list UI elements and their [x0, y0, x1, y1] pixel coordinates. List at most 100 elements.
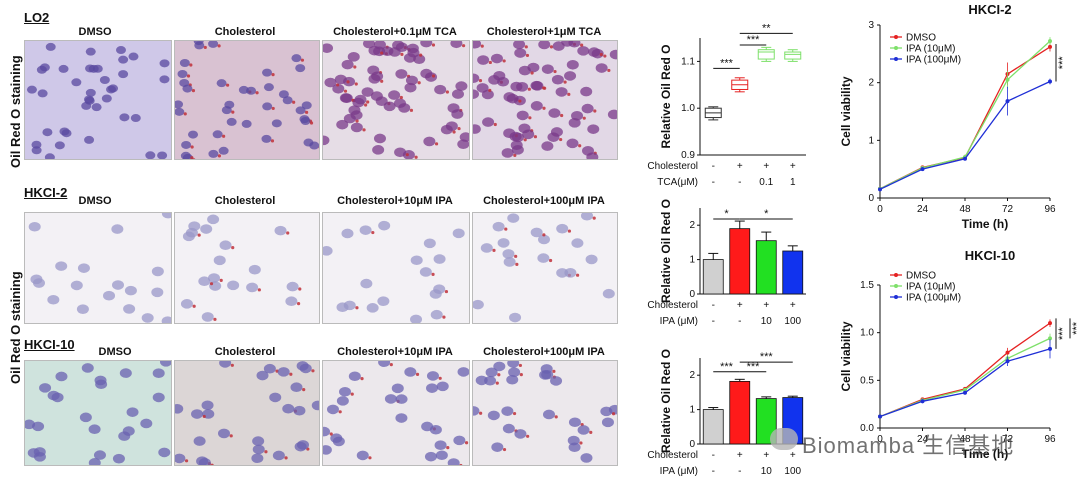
micrograph-image: [24, 360, 172, 466]
staining-label-hkc: Oil Red O staining: [8, 271, 23, 384]
nucleus: [507, 213, 520, 223]
nucleus: [152, 368, 165, 378]
bar: [702, 409, 724, 445]
nucleus: [91, 103, 102, 112]
nucleus: [368, 45, 381, 56]
lipid-droplet: [318, 146, 319, 149]
lipid-droplet: [554, 415, 558, 419]
x-tick-label: 72: [1002, 204, 1014, 215]
nucleus: [81, 101, 92, 110]
lipid-droplet: [231, 246, 235, 250]
nucleus: [42, 128, 53, 137]
nucleus: [246, 86, 257, 95]
lipid-droplet: [189, 63, 193, 67]
lipid-droplet: [502, 59, 506, 63]
col-title: Cholesterol: [214, 346, 276, 358]
lipid-droplet: [202, 414, 206, 419]
nucleus: [410, 314, 423, 323]
nucleus: [119, 113, 130, 122]
col-title: DMSO: [98, 346, 132, 358]
nucleus: [271, 119, 282, 128]
lipid-droplet: [438, 376, 442, 380]
nucleus: [473, 299, 484, 310]
lipid-droplet: [502, 447, 507, 452]
x-tick-label: 0: [877, 434, 883, 445]
nucleus: [26, 85, 37, 94]
nucleus: [81, 363, 94, 373]
sig-marker: ***: [1071, 321, 1080, 335]
data-point: [878, 187, 882, 192]
nucleus: [274, 225, 287, 236]
cell-line-lo2: LO2: [24, 10, 50, 25]
micrograph-image: [174, 360, 320, 466]
nucleus: [541, 141, 554, 151]
nucleus: [530, 80, 543, 91]
nucleus: [180, 151, 191, 159]
lipid-droplet: [362, 128, 366, 132]
nucleus: [451, 109, 464, 119]
nucleus: [384, 394, 397, 404]
nucleus: [39, 383, 52, 393]
y-axis-label: Cell viability: [839, 321, 853, 391]
nucleus: [115, 46, 126, 55]
nucleus: [151, 266, 164, 277]
micrograph-cells: [323, 220, 465, 323]
micrograph-image: [472, 212, 618, 324]
nucleus: [54, 141, 65, 150]
nucleus: [219, 361, 232, 368]
nucleus: [295, 64, 306, 73]
nucleus: [457, 367, 469, 377]
nucleus: [126, 407, 139, 417]
lipid-droplet: [226, 83, 230, 87]
nucleus: [177, 69, 188, 78]
lipid-droplet: [190, 156, 194, 159]
lipid-droplet: [434, 142, 439, 146]
nucleus: [286, 281, 299, 292]
lipid-droplet: [492, 248, 496, 252]
y-tick-label: 1.1: [681, 56, 695, 67]
nucleus: [175, 453, 186, 464]
nucleus: [207, 214, 220, 225]
nucleus: [404, 82, 417, 93]
nucleus: [28, 221, 41, 232]
nucleus: [252, 444, 265, 455]
lipid-droplet: [593, 109, 597, 113]
lipid-droplet: [219, 278, 223, 283]
nucleus: [485, 367, 498, 378]
nucleus: [118, 55, 129, 64]
nucleus: [607, 109, 617, 120]
nucleus: [198, 458, 211, 465]
lipid-droplet: [338, 410, 342, 414]
lipid-droplet: [414, 155, 418, 159]
row-label: IPA (μM): [660, 316, 698, 327]
nucleus: [32, 421, 45, 432]
lipid-droplet: [513, 153, 517, 157]
bar: [782, 250, 804, 295]
nucleus: [473, 73, 480, 84]
nucleus: [323, 43, 334, 53]
micrograph-cells: [180, 214, 302, 322]
lipid-droplet: [302, 388, 306, 392]
nucleus: [141, 313, 154, 323]
y-axis-label: Relative Oil Red O: [659, 199, 673, 303]
row-cell: -: [712, 316, 715, 327]
col-title: Cholesterol: [214, 26, 276, 38]
nucleus: [263, 83, 274, 92]
lipid-droplet: [512, 411, 517, 416]
row-cell: +: [737, 450, 743, 461]
nucleus: [208, 41, 219, 48]
nucleus: [580, 213, 593, 221]
nucleus: [373, 133, 386, 144]
nucleus: [339, 386, 352, 397]
nucleus: [530, 227, 543, 238]
nucleus: [159, 75, 170, 84]
lipid-droplet: [559, 137, 563, 142]
row-cell: +: [790, 300, 796, 311]
y-tick-label: 1.0: [860, 328, 874, 339]
row-label: Cholesterol: [647, 161, 698, 172]
micrograph-cells: [28, 213, 171, 323]
row-cell: -: [738, 316, 741, 327]
nucleus: [410, 255, 423, 266]
nucleus: [506, 93, 519, 104]
nucleus: [580, 86, 593, 97]
